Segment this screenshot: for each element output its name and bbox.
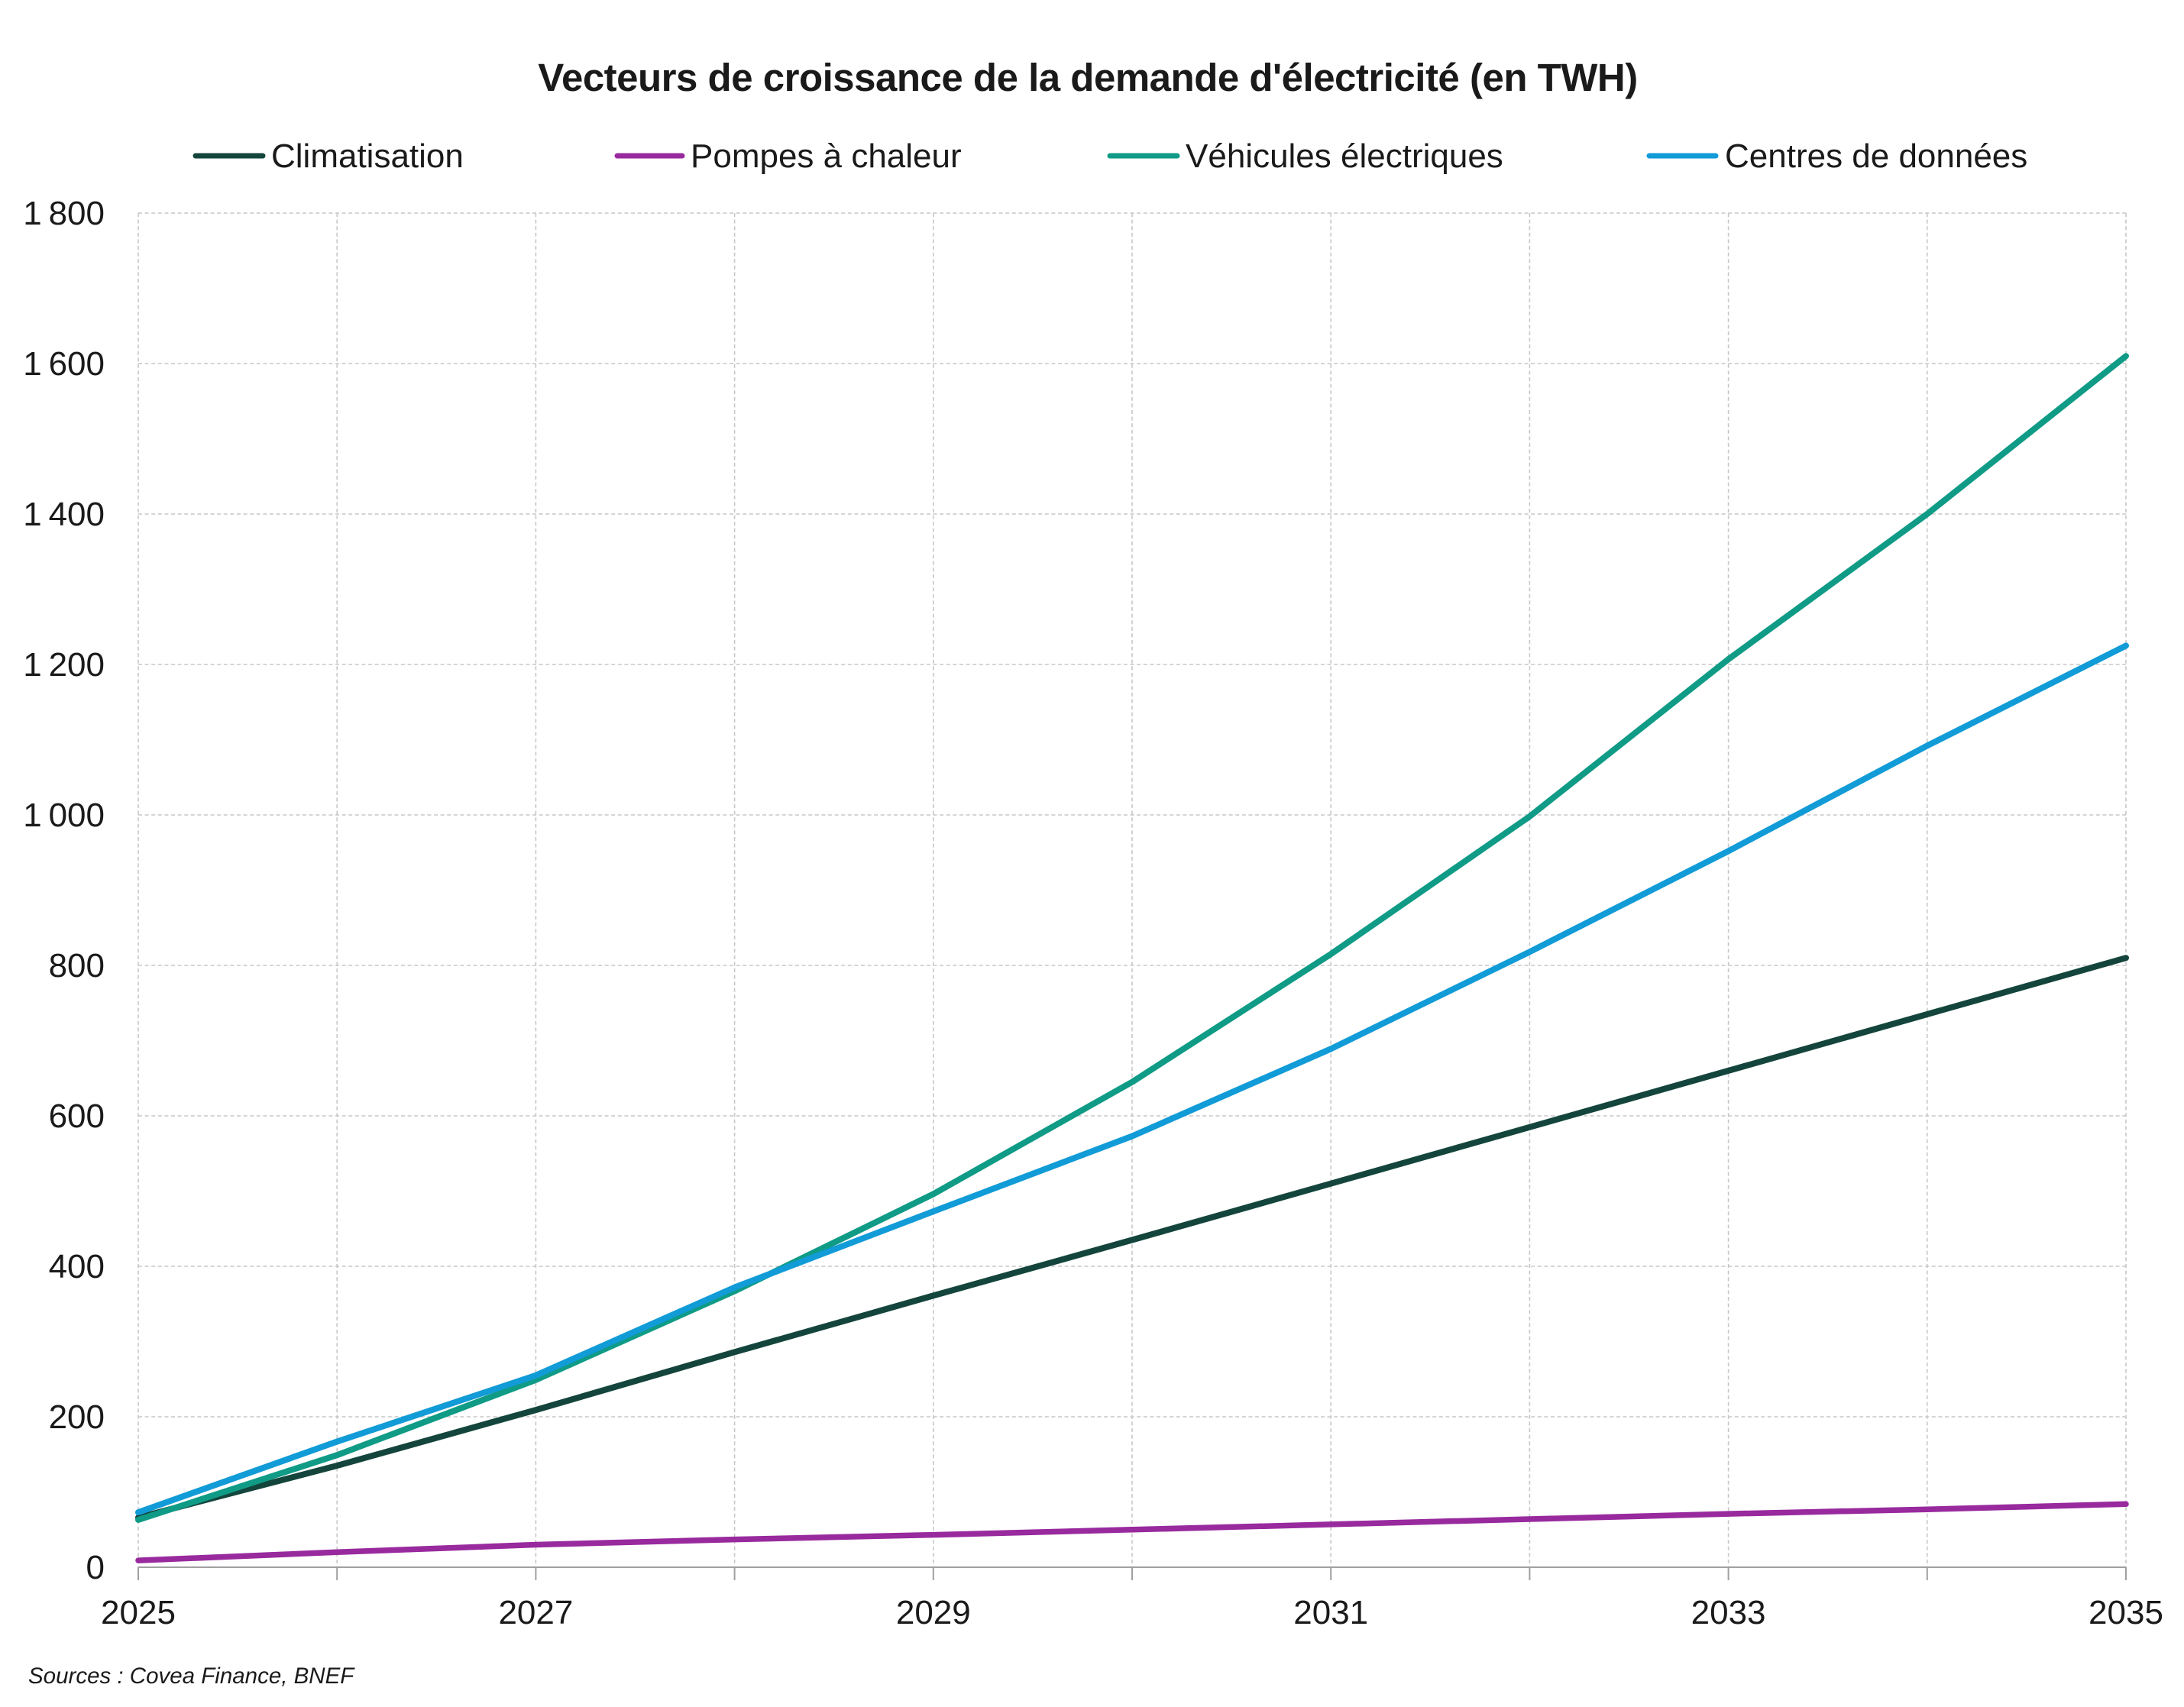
svg-text:1 800: 1 800 (23, 195, 105, 232)
svg-text:400: 400 (49, 1248, 105, 1285)
svg-text:Sources : Covea Finance, BNEF: Sources : Covea Finance, BNEF (28, 1663, 355, 1689)
svg-text:1 400: 1 400 (23, 496, 105, 533)
svg-text:Vecteurs de croissance de la d: Vecteurs de croissance de la demande d'é… (538, 56, 1638, 99)
svg-text:1 200: 1 200 (23, 646, 105, 684)
svg-text:2035: 2035 (2089, 1594, 2163, 1631)
svg-text:Centres de données: Centres de données (1725, 137, 2027, 175)
svg-text:Climatisation: Climatisation (271, 137, 464, 175)
svg-text:800: 800 (49, 947, 105, 984)
svg-text:2027: 2027 (498, 1594, 573, 1631)
svg-text:Pompes à chaleur: Pompes à chaleur (691, 137, 962, 175)
svg-text:1 600: 1 600 (23, 345, 105, 383)
svg-text:200: 200 (49, 1398, 105, 1436)
svg-text:2031: 2031 (1293, 1594, 1368, 1631)
svg-text:Véhicules électriques: Véhicules électriques (1186, 137, 1503, 175)
svg-text:2029: 2029 (896, 1594, 971, 1631)
svg-text:2033: 2033 (1691, 1594, 1766, 1631)
svg-text:1 000: 1 000 (23, 797, 105, 834)
svg-text:2025: 2025 (101, 1594, 176, 1631)
svg-text:600: 600 (49, 1098, 105, 1135)
svg-text:0: 0 (86, 1549, 105, 1586)
